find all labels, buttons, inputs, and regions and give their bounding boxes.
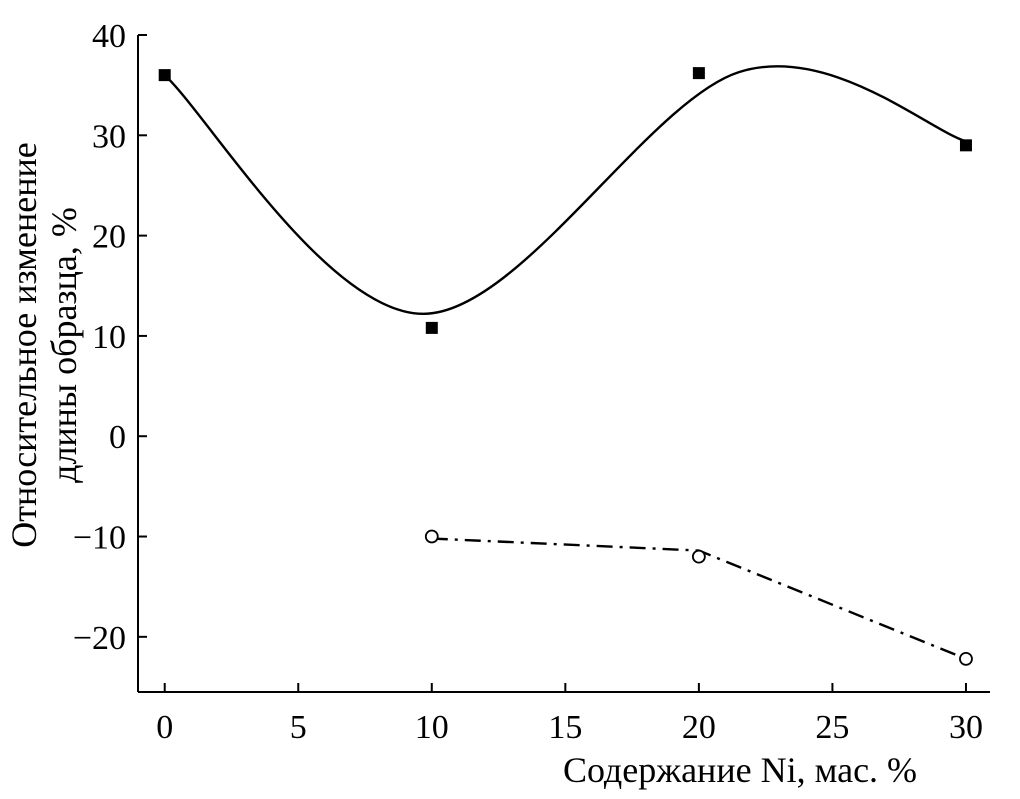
series-2-point [691, 549, 706, 564]
x-axis-title: Содержание Ni, мас. % [563, 750, 917, 790]
x-tick-label: 15 [548, 709, 582, 746]
x-tick-label: 5 [290, 709, 307, 746]
y-axis-title-line1: Относительное изменение [4, 142, 44, 547]
series-1-point [692, 67, 705, 80]
markers [158, 67, 973, 666]
series-1-point [158, 69, 171, 82]
series-2-point [959, 651, 973, 666]
x-tick-label: 25 [815, 709, 849, 746]
ticks: 40 30 20 10 0 −10 −20 0 5 10 15 20 25 30 [73, 18, 983, 746]
series-1-line [163, 65, 967, 316]
x-tick-label: 30 [949, 709, 983, 746]
x-tick-label: 10 [415, 709, 449, 746]
axes [137, 35, 990, 693]
series-1-point [959, 139, 972, 152]
x-tick-label: 0 [156, 709, 173, 746]
curves [163, 65, 967, 661]
y-tick-label: −10 [73, 520, 126, 557]
y-tick-label: 40 [92, 18, 126, 55]
y-tick-label: 30 [92, 118, 126, 155]
y-axis-title-line2: длины образца, % [44, 207, 84, 483]
y-tick-label: 10 [92, 319, 126, 356]
series-1-point [425, 321, 438, 334]
y-tick-label: 0 [109, 419, 126, 456]
y-axis-title: Относительное изменение длины образца, % [4, 142, 84, 547]
y-tick-label: −20 [73, 620, 126, 657]
y-tick-label: 20 [92, 219, 126, 256]
series-2-point [424, 529, 439, 544]
x-tick-label: 20 [682, 709, 716, 746]
